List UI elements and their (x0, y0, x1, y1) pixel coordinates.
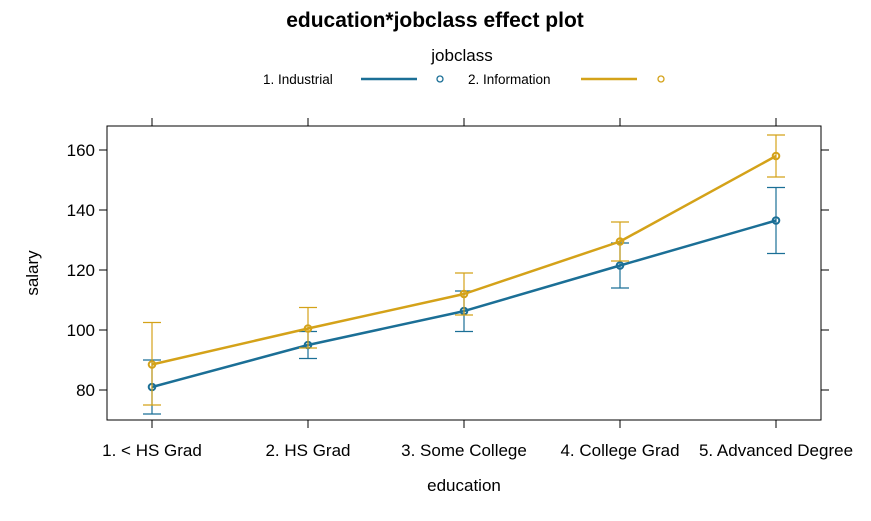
x-axis-label: education (427, 476, 501, 495)
legend-marker (436, 75, 444, 83)
x-tick-label: 3. Some College (401, 441, 527, 460)
legend-marker (657, 75, 665, 83)
legend-label: 1. Industrial (263, 72, 333, 87)
axis-ticks: 1. < HS Grad 2. HS Grad 3. Some College 4. … (67, 118, 853, 460)
y-tick-label: 140 (67, 201, 95, 220)
x-tick-label: 5. Advanced Degree (699, 441, 853, 460)
series-2 (143, 134, 785, 406)
y-axis-label: salary (23, 250, 42, 296)
legend: 1. Industrial 2. Information (263, 72, 665, 87)
data-point (771, 151, 781, 161)
y-tick-label: 120 (67, 261, 95, 280)
x-tick-label: 4. College Grad (560, 441, 679, 460)
series-line (151, 154, 777, 366)
y-tick-label: 80 (76, 381, 95, 400)
series-layer (143, 134, 785, 415)
data-point (615, 261, 625, 270)
data-point (303, 324, 313, 333)
y-tick-label: 100 (67, 321, 95, 340)
data-point (615, 237, 625, 246)
data-point (459, 289, 469, 299)
data-point (147, 360, 157, 369)
x-tick-label: 1. < HS Grad (102, 441, 202, 460)
y-tick-label: 160 (67, 141, 95, 160)
data-point (771, 216, 781, 225)
legend-label: 2. Information (468, 72, 551, 87)
x-tick-label: 2. HS Grad (265, 441, 350, 460)
legend-title: jobclass (430, 46, 492, 65)
chart-title: education*jobclass effect plot (286, 9, 584, 32)
